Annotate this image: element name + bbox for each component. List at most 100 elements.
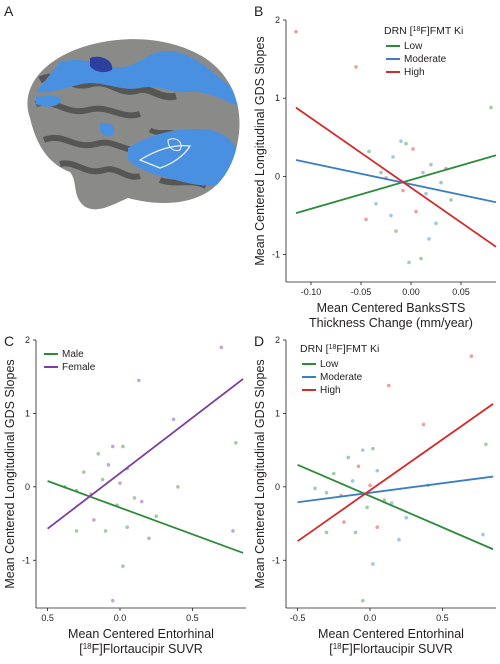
fit-line-female [47, 378, 244, 530]
data-point [421, 170, 425, 175]
data-point [313, 486, 317, 491]
y-tick-label: 0 [275, 171, 280, 181]
data-point [234, 440, 238, 445]
data-point [365, 505, 369, 510]
legend: DRN [18F]FMT Ki Low Moderate High [384, 25, 463, 78]
data-point [125, 525, 130, 530]
panel-label-d: D [254, 333, 264, 349]
legend-label-high: High [404, 67, 425, 78]
data-point [154, 514, 159, 519]
x-tick-label: -0.10 [301, 287, 322, 297]
data-point [371, 446, 375, 451]
data-point [110, 598, 115, 603]
y-tick-label: 2 [275, 335, 280, 345]
y-tick-label: -1 [272, 250, 280, 260]
data-point [346, 455, 351, 460]
data-point [449, 198, 453, 202]
data-point [439, 180, 443, 185]
x-axis-label-line2: Thickness Change (mm/year) [309, 316, 473, 330]
data-point [469, 354, 474, 358]
data-point [324, 530, 329, 535]
y-tick-label: 1 [275, 93, 280, 103]
brain-surface-image [27, 39, 240, 210]
legend-label-female: Female [62, 362, 96, 373]
y-axis-label: Mean Centered Longitudinal GDS Slopes [253, 36, 267, 265]
legend-label-moderate: Moderate [320, 372, 363, 383]
y-tick-label: 2 [275, 15, 280, 25]
fit-line-high [297, 403, 494, 542]
fit-line-moderate [295, 159, 497, 204]
x-axis-label-line1: Mean Centered Entorhinal [318, 627, 464, 641]
data-point [394, 229, 398, 233]
data-point [397, 537, 401, 542]
data-point [354, 65, 358, 69]
data-point [219, 345, 224, 350]
data-point [411, 147, 415, 151]
data-point [375, 468, 380, 473]
x-tick-label: 0.5 [436, 613, 449, 623]
y-tick-label: 0 [275, 482, 280, 492]
x-tick-label: 0.05 [452, 287, 470, 297]
data-point [389, 213, 393, 218]
data-point [489, 105, 493, 110]
data-point [139, 499, 144, 504]
data-point [368, 483, 372, 488]
data-point [324, 490, 329, 495]
data-point [132, 496, 137, 500]
data-point [484, 442, 488, 447]
data-point [74, 529, 79, 533]
data-point [424, 191, 428, 196]
data-point [92, 518, 96, 522]
x-axis-label-line1: Mean Centered BanksSTS [317, 301, 466, 315]
y-tick-label: 2 [25, 335, 30, 345]
panel-label-c: C [4, 333, 14, 349]
data-point [389, 501, 394, 505]
fit-line-low [295, 154, 497, 215]
legend-label-moderate: Moderate [404, 54, 447, 65]
data-point [364, 217, 368, 222]
data-point [404, 515, 409, 520]
data-point [379, 170, 383, 175]
y-axis-label: Mean Centered Longitudinal GDS Slopes [253, 359, 267, 588]
fit-line-moderate [297, 475, 494, 504]
data-point [360, 598, 365, 603]
data-point [121, 564, 125, 568]
x-tick-label: -0.05 [351, 287, 372, 297]
legend-label-low: Low [320, 359, 339, 370]
chart-panel-d: Mean Centered Longitudinal GDS Slopes Me… [253, 335, 496, 656]
data-point [367, 149, 371, 154]
data-point [231, 529, 235, 533]
x-axis-label-line2: [18F]Flortaucipir SUVR [79, 642, 203, 657]
data-point [171, 417, 176, 422]
legend-title: DRN [18F]FMT Ki [384, 25, 463, 37]
data-point [360, 448, 365, 452]
data-point [391, 155, 395, 159]
data-point [118, 481, 122, 485]
x-tick-label: 0.0 [114, 613, 127, 623]
x-tick-label: 0.00 [402, 287, 420, 297]
data-point [342, 520, 346, 524]
fit-line-male [47, 480, 244, 554]
data-point [106, 463, 111, 467]
data-point [387, 383, 391, 388]
data-point [331, 471, 336, 476]
panel-label-b: B [254, 3, 263, 19]
data-point [434, 221, 438, 226]
data-point [375, 525, 380, 530]
y-axis-label: Mean Centered Longitudinal GDS Slopes [3, 359, 17, 588]
x-tick-label: 0.5 [186, 613, 199, 623]
legend-label-low: Low [404, 41, 423, 52]
data-point [374, 201, 378, 206]
legend-label-high: High [320, 385, 341, 396]
y-tick-label: 0 [25, 482, 30, 492]
data-point [401, 188, 405, 193]
data-point [399, 139, 403, 144]
data-point [421, 422, 426, 427]
legend-label-male: Male [62, 349, 84, 360]
legend: DRN [18F]FMT Ki Low Moderate High [300, 343, 379, 396]
data-point [414, 209, 418, 214]
legend-title: DRN [18F]FMT Ki [300, 343, 379, 355]
y-tick-label: -1 [272, 555, 280, 565]
data-point [81, 470, 86, 474]
